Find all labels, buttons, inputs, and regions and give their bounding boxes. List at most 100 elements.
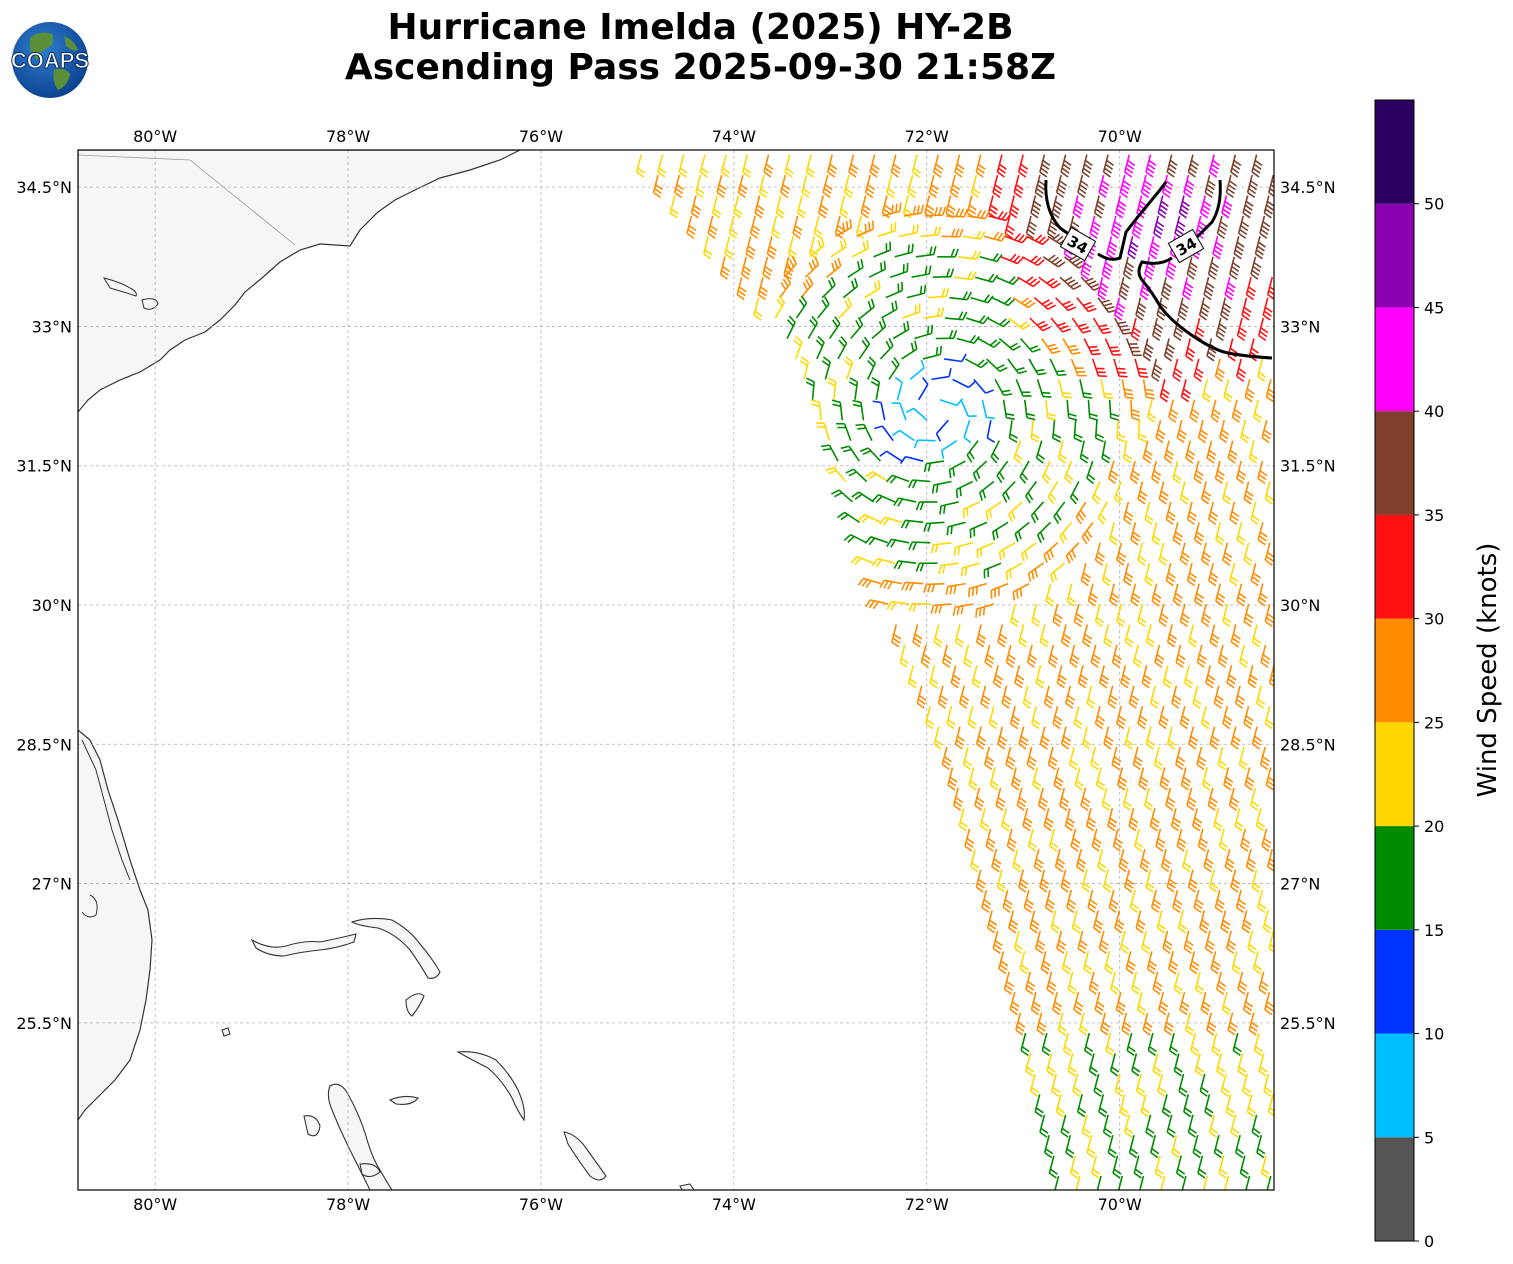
wind-barb	[1111, 644, 1118, 663]
wind-barb	[1254, 236, 1261, 254]
wind-barb	[1029, 317, 1044, 332]
wind-barb	[1162, 665, 1169, 683]
wind-barb	[1220, 910, 1227, 929]
wind-barb	[1108, 522, 1115, 540]
wind-barb	[912, 624, 919, 643]
wind-barb	[1046, 971, 1053, 990]
wind-barb	[1114, 910, 1121, 929]
wind-barb	[1025, 971, 1032, 990]
contour-34kt-south	[1137, 256, 1273, 360]
wind-barb	[850, 324, 864, 340]
wind-barb	[891, 538, 910, 544]
colorbar-segment	[1375, 826, 1414, 930]
wind-barb	[1258, 317, 1265, 336]
wind-barb	[779, 282, 792, 299]
wind-barb	[1213, 1135, 1220, 1153]
wind-barb	[1199, 1073, 1206, 1092]
wind-barb	[886, 450, 903, 462]
wind-barb	[838, 304, 853, 319]
wind-barb	[1149, 685, 1156, 704]
wind-barb	[1257, 358, 1264, 377]
wind-barb	[902, 195, 909, 214]
wind-barb	[946, 706, 953, 724]
wind-barb	[1217, 746, 1224, 765]
wind-barb	[1098, 665, 1106, 683]
wind-barb	[702, 236, 710, 254]
wind-barb	[1230, 154, 1237, 173]
wind-barb	[1144, 563, 1151, 581]
wind-barb	[1171, 685, 1178, 704]
wind-barb	[1173, 1053, 1180, 1072]
wind-barb	[966, 195, 973, 214]
wind-barb	[933, 624, 940, 643]
wind-barb	[1263, 1073, 1270, 1092]
wind-barb	[1248, 1012, 1255, 1031]
wind-barb	[1093, 195, 1100, 214]
wind-barb	[1265, 379, 1272, 397]
wind-barb	[949, 296, 968, 301]
wind-barb	[1103, 624, 1110, 643]
lon-tick-bottom: 78°W	[326, 1195, 370, 1214]
wind-barb	[1153, 746, 1160, 765]
wind-barb	[1161, 1094, 1168, 1112]
colorbar-tick-label: 5	[1424, 1128, 1434, 1147]
wind-barb	[1085, 808, 1092, 826]
lat-tick-left: 34.5°N	[16, 178, 72, 197]
wind-barb	[1163, 440, 1170, 459]
wind-barb	[884, 516, 903, 524]
wind-barb	[974, 276, 993, 283]
wind-barb	[1235, 358, 1242, 377]
wind-barb	[1029, 1073, 1036, 1092]
wind-barb	[949, 174, 956, 193]
wind-barb	[891, 600, 910, 605]
wind-barb	[998, 951, 1005, 969]
wind-barb	[1091, 1155, 1098, 1174]
wind-barb	[1262, 910, 1269, 929]
wind-barb	[828, 323, 841, 339]
wind-barb	[1094, 420, 1098, 439]
wind-barb	[992, 521, 1009, 533]
wind-barb	[974, 787, 981, 806]
wind-barb	[970, 521, 988, 531]
wind-barb	[998, 337, 1014, 351]
colorbar-segment	[1375, 929, 1414, 1034]
wind-barb	[1182, 277, 1189, 295]
colorbar-tick-label: 25	[1424, 713, 1444, 732]
wind-barb	[941, 746, 948, 765]
wind-barb	[965, 317, 984, 325]
wind-barb	[1133, 1155, 1140, 1174]
wind-barb	[999, 542, 1016, 553]
wind-barb	[1234, 1135, 1241, 1153]
wind-barb	[1141, 930, 1148, 949]
wind-barb	[852, 468, 868, 483]
wind-barb	[780, 174, 787, 193]
wind-barb	[1203, 849, 1210, 867]
wind-barb	[1227, 1012, 1234, 1031]
wind-barb	[1010, 767, 1017, 786]
wind-barb	[1268, 930, 1274, 949]
wind-barb	[920, 233, 939, 238]
wind-barb	[1012, 296, 1029, 309]
wind-barb	[940, 562, 959, 567]
wind-barb	[1066, 399, 1070, 418]
wind-barb	[1080, 276, 1095, 291]
wind-barb	[1055, 174, 1062, 193]
wind-barb	[1204, 174, 1211, 193]
wind-barb	[1052, 706, 1059, 724]
wind-barb	[1214, 460, 1221, 479]
wind-barb	[977, 337, 995, 349]
wind-barb	[977, 542, 995, 551]
wind-barb	[1100, 379, 1106, 398]
wind-barb	[1158, 481, 1165, 500]
wind-barb	[864, 513, 882, 524]
wind-barb	[839, 402, 844, 421]
wind-barb	[1018, 726, 1025, 745]
wind-barb	[1263, 195, 1270, 214]
wind-barb	[1182, 849, 1189, 867]
wind-barb	[1064, 460, 1073, 479]
lat-tick-right: 27°N	[1280, 875, 1320, 894]
wind-barb	[1181, 1175, 1187, 1190]
wind-barb	[1176, 828, 1183, 847]
wind-barb	[1132, 644, 1139, 663]
wind-barb	[1142, 338, 1149, 357]
